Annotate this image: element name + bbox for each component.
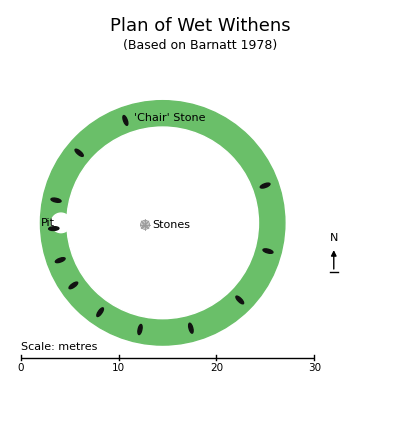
Text: Stones: Stones [152, 220, 190, 230]
Circle shape [40, 101, 285, 345]
Text: 30: 30 [308, 363, 321, 373]
Circle shape [51, 213, 71, 232]
Text: N: N [330, 233, 338, 243]
Text: (Based on Barnatt 1978): (Based on Barnatt 1978) [123, 39, 277, 52]
Text: 'Chair' Stone: 'Chair' Stone [134, 114, 206, 124]
Text: Scale: metres: Scale: metres [21, 343, 97, 352]
Circle shape [67, 127, 258, 319]
Ellipse shape [97, 308, 104, 316]
Ellipse shape [236, 296, 244, 304]
Ellipse shape [138, 325, 142, 335]
Ellipse shape [55, 258, 65, 263]
Text: 10: 10 [112, 363, 125, 373]
Ellipse shape [260, 183, 270, 188]
Text: Plan of Wet Withens: Plan of Wet Withens [110, 17, 290, 35]
Ellipse shape [189, 323, 193, 333]
Text: 0: 0 [18, 363, 24, 373]
Text: Pit: Pit [40, 218, 54, 228]
Ellipse shape [51, 198, 61, 202]
Ellipse shape [49, 227, 59, 230]
Ellipse shape [263, 249, 273, 253]
Ellipse shape [123, 115, 128, 125]
Ellipse shape [75, 149, 83, 156]
Text: 20: 20 [210, 363, 223, 373]
Ellipse shape [69, 282, 78, 289]
